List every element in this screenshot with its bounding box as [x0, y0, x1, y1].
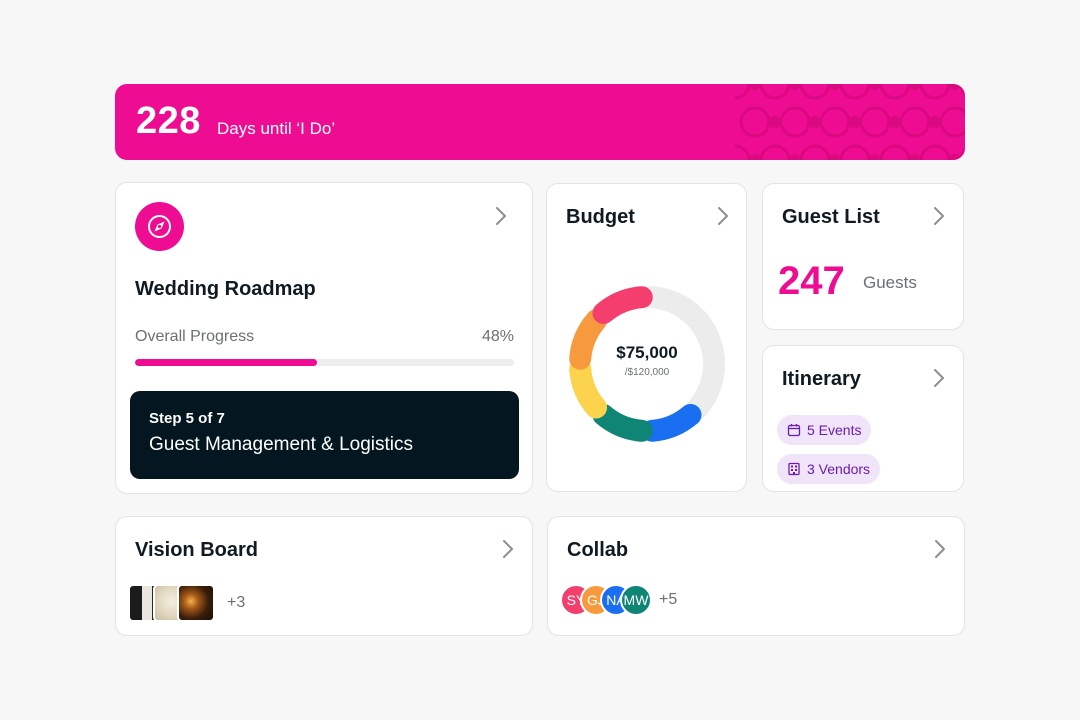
donut-spent-segment	[569, 309, 608, 370]
avatar-initials: MW	[623, 592, 649, 608]
events-chip[interactable]: 5 Events	[777, 415, 872, 445]
collab-card[interactable]: Collab SY GJ NA MW +5	[547, 516, 965, 636]
step-name: Guest Management & Logistics	[149, 434, 414, 455]
current-step-panel[interactable]: Step 5 of 7 Guest Management & Logistics	[130, 391, 519, 479]
chevron-right-icon[interactable]	[490, 205, 512, 227]
donut-spent-segment	[569, 358, 608, 419]
progress-bar-fill	[135, 359, 317, 366]
countdown-days: 228	[136, 100, 201, 142]
progress-percent: 48%	[481, 328, 514, 345]
budget-total: /$120,000	[624, 367, 670, 378]
calendar-icon	[787, 424, 801, 437]
collab-title: Collab	[567, 539, 629, 561]
donut-spent-segment	[592, 403, 653, 442]
chevron-right-icon[interactable]	[497, 538, 519, 560]
donut-spent-segment	[592, 286, 653, 325]
compass-icon	[135, 202, 184, 251]
vendors-chip[interactable]: 3 Vendors	[777, 454, 881, 484]
guest-list-title: Guest List	[782, 206, 880, 228]
vision-thumbnail-venue[interactable]	[177, 584, 215, 622]
budget-donut-chart: $75,000 /$120,000	[562, 279, 732, 449]
building-icon	[788, 462, 800, 476]
budget-card[interactable]: Budget $75,000 /$120,000	[546, 183, 747, 492]
itinerary-card[interactable]: Itinerary 5 Events 3 Vendors	[762, 345, 964, 492]
countdown-label: Days until ‘I Do’	[217, 119, 336, 138]
countdown-banner: 228 Days until ‘I Do’	[115, 84, 965, 160]
events-chip-label: 5 Events	[807, 422, 862, 438]
wedding-roadmap-card[interactable]: Wedding Roadmap Overall Progress 48% Ste…	[115, 182, 533, 494]
vision-board-card[interactable]: Vision Board +3	[115, 516, 533, 636]
guest-count-label: Guests	[863, 273, 917, 292]
progress-label: Overall Progress	[135, 328, 255, 345]
progress-bar	[135, 359, 514, 366]
vision-board-title: Vision Board	[135, 539, 258, 561]
chevron-right-icon[interactable]	[928, 367, 950, 389]
step-counter: Step 5 of 7	[149, 410, 225, 427]
donut-spent-segment	[641, 403, 702, 442]
collab-more-count: +5	[659, 591, 678, 608]
itinerary-title: Itinerary	[782, 368, 861, 390]
budget-title: Budget	[566, 206, 635, 228]
chevron-right-icon[interactable]	[928, 205, 950, 227]
roadmap-title: Wedding Roadmap	[135, 278, 316, 300]
avatar[interactable]: MW	[620, 584, 652, 616]
vendors-chip-label: 3 Vendors	[807, 461, 871, 477]
donut-remaining-segment	[639, 286, 725, 420]
guest-list-card[interactable]: Guest List 247 Guests	[762, 183, 964, 330]
banner-pattern	[735, 84, 965, 160]
chevron-right-icon[interactable]	[929, 538, 951, 560]
chevron-right-icon[interactable]	[712, 205, 734, 227]
guest-count: 247	[778, 259, 845, 303]
budget-spent: $75,000	[616, 343, 678, 362]
vision-more-count: +3	[227, 594, 246, 611]
